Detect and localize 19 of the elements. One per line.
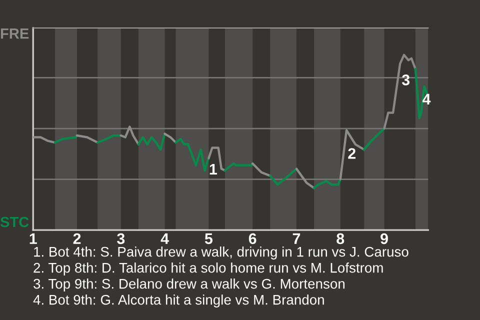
- x-tick-label: 8: [336, 233, 344, 244]
- text: 4. Bot 9th: G. Alcorta hit a single vs M. Brandon: [33, 294, 324, 308]
- text: FRE: [0, 28, 29, 39]
- x-tick-label: 3: [117, 233, 125, 244]
- text: 2. Top 8th: D. Talarico hit a solo home run vs M. Lofstrom: [34, 262, 383, 276]
- x-tick-label: 5: [204, 233, 213, 244]
- text: 1. Bot 4th: S. Paiva drew a walk, driving in 1 run vs J. Caruso: [34, 246, 408, 260]
- annotation: 2: [348, 148, 356, 159]
- text: 3. Top 9th: S. Delano drew a walk vs G. Mortenson: [34, 278, 344, 292]
- x-tick-label: 6: [248, 233, 256, 244]
- x-tick-label: 2: [73, 233, 81, 244]
- text: STC: [0, 216, 29, 228]
- annotation: 4: [422, 94, 431, 104]
- annotation: 1: [210, 164, 217, 174]
- x-tick-label: 9: [380, 233, 388, 244]
- annotation: 3: [402, 74, 410, 86]
- x-tick-label: 4: [160, 233, 169, 244]
- x-tick-label: 7: [292, 233, 300, 244]
- x-tick-label: 1: [30, 233, 37, 244]
